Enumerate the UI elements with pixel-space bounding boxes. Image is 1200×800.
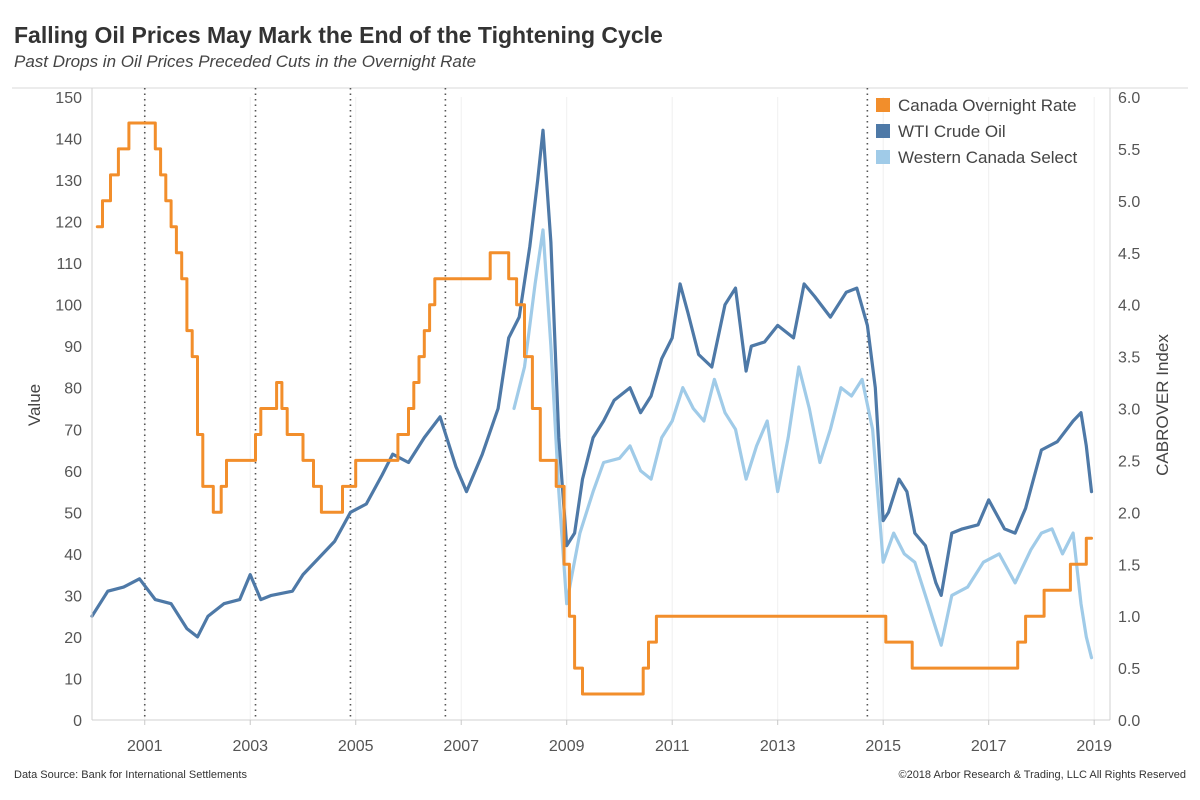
series-line-canada-overnight-rate bbox=[95, 121, 1093, 696]
y-right-tick-label: 6.0 bbox=[1118, 90, 1140, 107]
y-left-tick-label: 140 bbox=[55, 132, 82, 149]
y-left-tick-label: 20 bbox=[64, 630, 82, 647]
y-axis-left-label: Value bbox=[25, 384, 44, 426]
legend-swatch-western-canada-select bbox=[876, 150, 890, 164]
x-tick-label: 2017 bbox=[971, 738, 1007, 755]
legend: Canada Overnight Rate WTI Crude Oil Wester… bbox=[876, 96, 1078, 167]
x-tick-label: 2003 bbox=[232, 738, 268, 755]
y-left-tick-label: 130 bbox=[55, 173, 82, 190]
y-left-tick-label: 120 bbox=[55, 215, 82, 232]
y-left-tick-label: 30 bbox=[64, 588, 82, 605]
y-right-tick-label: 0.0 bbox=[1118, 713, 1140, 730]
legend-swatch-wti-crude-oil bbox=[876, 124, 890, 138]
y-right-tick-label: 0.5 bbox=[1118, 661, 1140, 678]
y-right-tick-label: 5.5 bbox=[1118, 142, 1140, 159]
series-line-western-canada-select bbox=[512, 228, 1094, 660]
x-tick-label: 2015 bbox=[865, 738, 901, 755]
x-tick-label: 2007 bbox=[443, 738, 479, 755]
y-right-tick-label: 1.5 bbox=[1118, 557, 1140, 574]
y-right-tick-label: 3.0 bbox=[1118, 402, 1140, 419]
legend-label-western-canada-select: Western Canada Select bbox=[898, 148, 1078, 167]
y-left-tick-label: 70 bbox=[64, 422, 82, 439]
y-right-tick-label: 5.0 bbox=[1118, 194, 1140, 211]
series-layer bbox=[90, 121, 1094, 696]
y-right-tick-label: 2.5 bbox=[1118, 453, 1140, 470]
chart-title: Falling Oil Prices May Mark the End of t… bbox=[14, 22, 663, 48]
y-left-tick-label: 40 bbox=[64, 547, 82, 564]
legend-label-canada-overnight-rate: Canada Overnight Rate bbox=[898, 96, 1077, 115]
axis-layer: 0 10 20 30 40 50 60 70 80 90 100 110 120 130 140 150 0.0… bbox=[55, 88, 1140, 755]
y-left-tick-label: 100 bbox=[55, 298, 82, 315]
y-left-tick-label: 0 bbox=[73, 713, 82, 730]
legend-label-wti-crude-oil: WTI Crude Oil bbox=[898, 122, 1006, 141]
x-tick-label: 2013 bbox=[760, 738, 796, 755]
x-tick-label: 2005 bbox=[338, 738, 374, 755]
x-tick-label: 2019 bbox=[1076, 738, 1112, 755]
legend-swatch-canada-overnight-rate bbox=[876, 98, 890, 112]
y-left-tick-label: 10 bbox=[64, 671, 82, 688]
y-left-tick-label: 110 bbox=[56, 256, 82, 273]
y-axis-right-label: CABROVER Index bbox=[1153, 334, 1172, 476]
series-line-wti-crude-oil bbox=[90, 128, 1094, 639]
y-left-tick-label: 60 bbox=[64, 464, 82, 481]
y-right-tick-label: 1.0 bbox=[1118, 609, 1140, 626]
y-right-tick-label: 3.5 bbox=[1118, 350, 1140, 367]
x-tick-label: 2009 bbox=[549, 738, 585, 755]
x-tick-label: 2001 bbox=[127, 738, 163, 755]
y-right-tick-label: 4.0 bbox=[1118, 298, 1140, 315]
vertical-markers bbox=[143, 88, 869, 720]
y-left-tick-label: 150 bbox=[55, 90, 82, 107]
x-tick-label: 2011 bbox=[655, 738, 690, 755]
y-left-tick-label: 90 bbox=[64, 339, 82, 356]
y-left-tick-label: 80 bbox=[64, 381, 82, 398]
data-source-note: Data Source: Bank for International Sett… bbox=[14, 769, 247, 781]
y-right-tick-label: 4.5 bbox=[1118, 246, 1140, 263]
chart-subtitle: Past Drops in Oil Prices Preceded Cuts i… bbox=[14, 52, 477, 71]
oil-rate-chart: 0 10 20 30 40 50 60 70 80 90 100 110 120 130 140 150 0.0… bbox=[12, 87, 1188, 755]
copyright-note: ©2018 Arbor Research & Trading, LLC All … bbox=[898, 769, 1186, 781]
y-right-tick-label: 2.0 bbox=[1118, 505, 1140, 522]
y-left-tick-label: 50 bbox=[64, 505, 82, 522]
